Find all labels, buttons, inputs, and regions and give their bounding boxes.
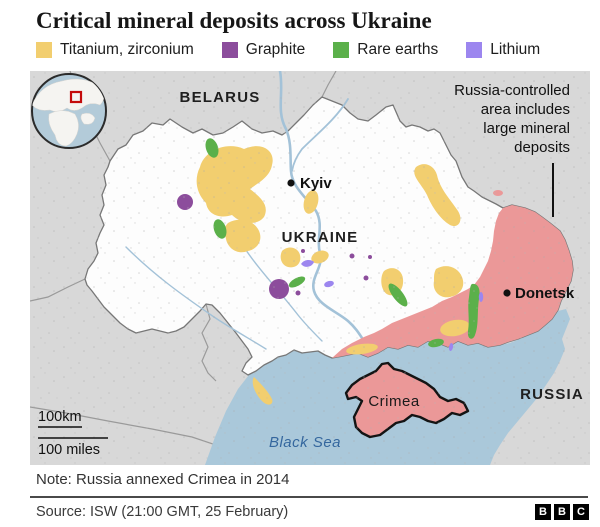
label-ukraine: UKRAINE bbox=[282, 229, 359, 246]
source-text: Source: ISW (21:00 GMT, 25 February) bbox=[36, 504, 289, 520]
legend-label: Graphite bbox=[245, 41, 306, 58]
legend-label: Rare earths bbox=[357, 41, 439, 58]
graphite-swatch-icon bbox=[221, 42, 238, 58]
ukraine-map: BELARUS UKRAINE RUSSIA Kyiv Donetsk Crim… bbox=[30, 71, 590, 465]
kyiv-dot bbox=[287, 179, 295, 187]
globe-inset bbox=[31, 73, 107, 149]
page-title: Critical mineral deposits across Ukraine bbox=[36, 8, 432, 33]
bbc-logo-block: C bbox=[573, 504, 589, 520]
legend-item-lithium: Lithium bbox=[466, 41, 540, 59]
annotation-russia-controlled: Russia-controlled area includes large mi… bbox=[400, 81, 570, 157]
scale-bar: 100km 100 miles bbox=[38, 409, 108, 458]
legend-item-titanium: Titanium, zirconium bbox=[36, 41, 194, 59]
footer-divider bbox=[30, 496, 588, 498]
donetsk-dot bbox=[503, 289, 511, 297]
label-crimea: Crimea bbox=[368, 393, 419, 410]
bbc-logo-block: B bbox=[535, 504, 551, 520]
titanium-swatch-icon bbox=[36, 42, 52, 58]
legend-item-graphite: Graphite bbox=[221, 41, 306, 59]
label-donetsk: Donetsk bbox=[515, 285, 575, 302]
scale-km-label: 100km bbox=[38, 409, 82, 425]
scale-miles-label: 100 miles bbox=[38, 442, 100, 458]
map-texture bbox=[30, 71, 590, 465]
legend-item-rare-earths: Rare earths bbox=[333, 41, 438, 59]
note-text: Note: Russia annexed Crimea in 2014 bbox=[36, 471, 290, 488]
inset-highlight-box bbox=[69, 90, 83, 104]
rare-earths-swatch-icon bbox=[333, 42, 350, 58]
annotation-line: area includes bbox=[480, 101, 570, 118]
annotation-line: Russia-controlled bbox=[454, 82, 570, 99]
label-black-sea: Black Sea bbox=[269, 434, 341, 451]
legend-label: Titanium, zirconium bbox=[60, 41, 194, 58]
bbc-logo-block: B bbox=[554, 504, 570, 520]
label-belarus: BELARUS bbox=[180, 89, 261, 106]
annotation-line: deposits bbox=[514, 139, 570, 156]
label-russia: RUSSIA bbox=[520, 386, 584, 403]
annotation-line: large mineral bbox=[483, 120, 570, 137]
globe-landmass bbox=[32, 78, 105, 147]
map-canvas: BELARUS UKRAINE RUSSIA Kyiv Donetsk Crim… bbox=[30, 71, 590, 465]
legend-label: Lithium bbox=[490, 41, 541, 58]
label-kyiv: Kyiv bbox=[300, 175, 332, 192]
legend: Titanium, zirconium Graphite Rare earths… bbox=[36, 41, 540, 59]
bbc-logo: B B C bbox=[535, 504, 589, 520]
lithium-swatch-icon bbox=[466, 42, 483, 58]
